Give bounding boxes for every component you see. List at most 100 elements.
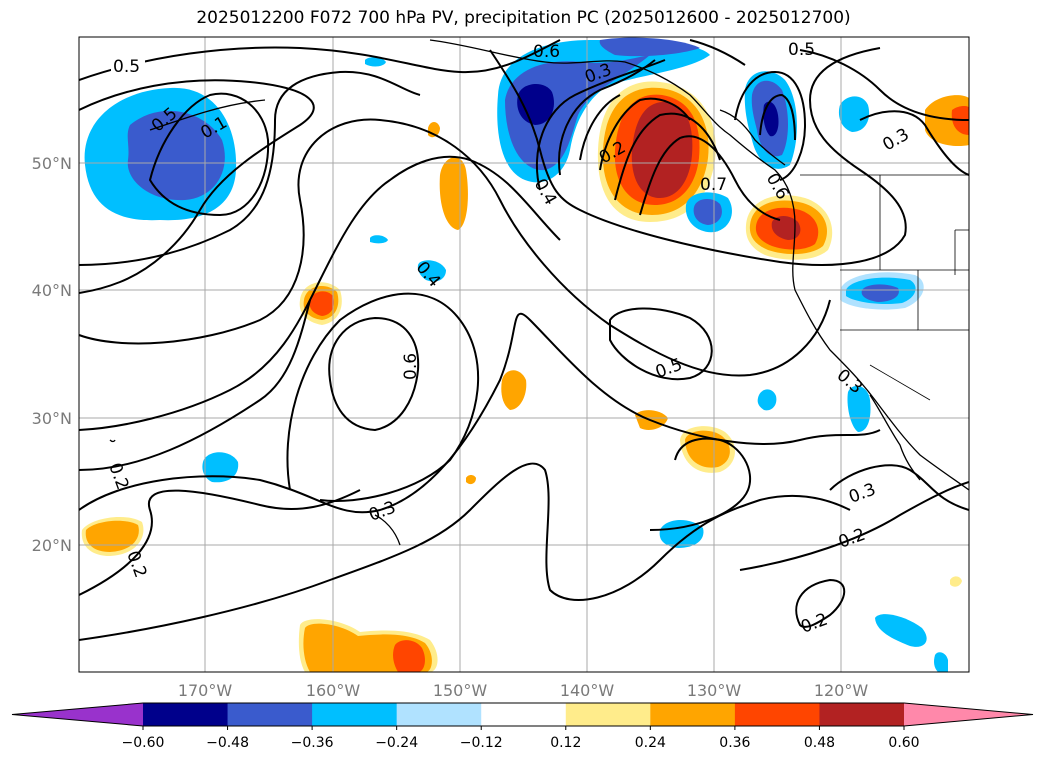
pv-contour xyxy=(599,97,691,171)
lat-label: 20°N xyxy=(32,536,72,555)
precip-negative-blob xyxy=(202,452,239,483)
colorbar-segment xyxy=(227,703,313,726)
precip-negative-blob xyxy=(847,385,871,432)
lon-label: 170°W xyxy=(178,681,233,700)
map-title: 2025012200 F072 700 hPa PV, precipitatio… xyxy=(196,8,851,28)
pv-contour xyxy=(286,292,480,502)
colorbar-tick-label: 0.60 xyxy=(888,735,919,751)
precip-positive-blob xyxy=(771,216,801,240)
colorbar-tick-label: 0.48 xyxy=(804,735,835,751)
colorbar-tick-label: −0.48 xyxy=(206,735,249,751)
pv-contour xyxy=(759,94,796,141)
pv-contour xyxy=(558,59,656,176)
pv-contour xyxy=(79,39,561,81)
coastline xyxy=(719,109,786,166)
precip-extreme-negative xyxy=(517,84,555,125)
pv-contour xyxy=(799,49,969,121)
political-border xyxy=(954,229,969,275)
lon-label: 160°W xyxy=(306,681,361,700)
lon-label: 130°W xyxy=(687,681,742,700)
pv-contour xyxy=(795,579,846,628)
precip-positive-blob xyxy=(393,640,425,672)
borders xyxy=(800,174,969,401)
colorbar-segment xyxy=(481,703,567,726)
contour-label: 0.5 xyxy=(788,40,815,60)
pv-contour xyxy=(79,299,311,471)
contour-label: 0.5 xyxy=(113,57,140,77)
pv-contour xyxy=(79,118,831,377)
colorbar: −0.60 −0.48 −0.36 −0.24 −0.12 0.12 0.24 0.36 0.4… xyxy=(11,702,1034,751)
coastline xyxy=(149,99,266,131)
contour-label: 0.7 xyxy=(700,175,727,195)
pv-contour xyxy=(639,135,781,221)
colorbar-segment xyxy=(565,703,651,726)
map-frame xyxy=(78,36,970,673)
pv-contours xyxy=(79,39,969,641)
coastline xyxy=(869,394,921,481)
pv-contour xyxy=(328,317,420,431)
colorbar-tick-label: 0.36 xyxy=(719,735,750,751)
colorbar-segment xyxy=(143,703,229,726)
pv-contour xyxy=(829,464,969,511)
political-border xyxy=(869,364,931,401)
colorbar-tick-label: −0.36 xyxy=(291,735,334,751)
pv-contour xyxy=(609,307,713,381)
pv-contour xyxy=(79,312,881,514)
precip-positive-blob xyxy=(501,370,527,410)
precip-negative-core xyxy=(505,55,650,171)
lat-labels: 50°N 40°N 30°N 20°N xyxy=(32,154,72,555)
lat-label: 40°N xyxy=(32,281,72,300)
pv-contour xyxy=(859,110,969,176)
precip-negative-blob xyxy=(365,57,386,67)
lon-label: 120°W xyxy=(814,681,869,700)
coastlines xyxy=(109,39,969,546)
colorbar-tick-label: −0.24 xyxy=(375,735,418,751)
graticule xyxy=(79,37,969,672)
pv-contour xyxy=(149,92,270,216)
precip-negative-blob xyxy=(757,389,777,411)
precip-negative-core xyxy=(127,110,225,201)
precip-negative-core xyxy=(861,284,899,302)
precip-positive-blob xyxy=(439,157,468,230)
colorbar-extend-max xyxy=(904,703,1033,726)
precip-positive-blob xyxy=(309,291,334,316)
pv-contour xyxy=(79,489,361,596)
contour-label: 0.6 xyxy=(401,353,421,380)
lon-label: 140°W xyxy=(560,681,615,700)
colorbar-tick-label: −0.60 xyxy=(122,735,165,751)
colorbar-segment xyxy=(312,703,398,726)
lon-labels: 170°W 160°W 150°W 140°W 130°W 120°W xyxy=(178,681,869,700)
pv-contour xyxy=(79,155,561,431)
pv-contour xyxy=(689,39,746,66)
pv-contour xyxy=(535,59,666,191)
pv-contour xyxy=(489,47,907,266)
pv-contour xyxy=(79,70,421,266)
precip-positive-blob xyxy=(85,520,139,552)
precip-extreme-negative xyxy=(763,101,779,137)
colorbar-tick-label: 0.12 xyxy=(550,735,581,751)
lat-label: 30°N xyxy=(32,409,72,428)
pv-contour xyxy=(614,112,721,201)
precip-negative-core xyxy=(693,198,722,225)
precip-negative-blob xyxy=(599,37,700,57)
coastline xyxy=(374,514,401,546)
precip-negative-blob xyxy=(934,652,948,672)
pv-contour xyxy=(579,94,621,161)
colorbar-segment xyxy=(734,703,820,726)
precip-negative-blob xyxy=(659,519,704,548)
colorbar-segment xyxy=(650,703,736,726)
pv-contour xyxy=(734,71,806,181)
coastline xyxy=(429,39,969,491)
lon-label: 150°W xyxy=(433,681,488,700)
precip-negative-blob xyxy=(417,260,446,282)
precip-positive-blob xyxy=(466,475,476,485)
precip-negative-blob xyxy=(370,235,388,244)
pv-contour xyxy=(739,481,969,571)
colorbar-segment xyxy=(819,703,905,726)
precip-positive-blob xyxy=(950,576,962,587)
pv-contour xyxy=(649,437,751,531)
colorbar-tick-label: −0.12 xyxy=(460,735,503,751)
colorbar-tick-label: 0.24 xyxy=(635,735,666,751)
precip-negative-blob xyxy=(838,96,870,132)
